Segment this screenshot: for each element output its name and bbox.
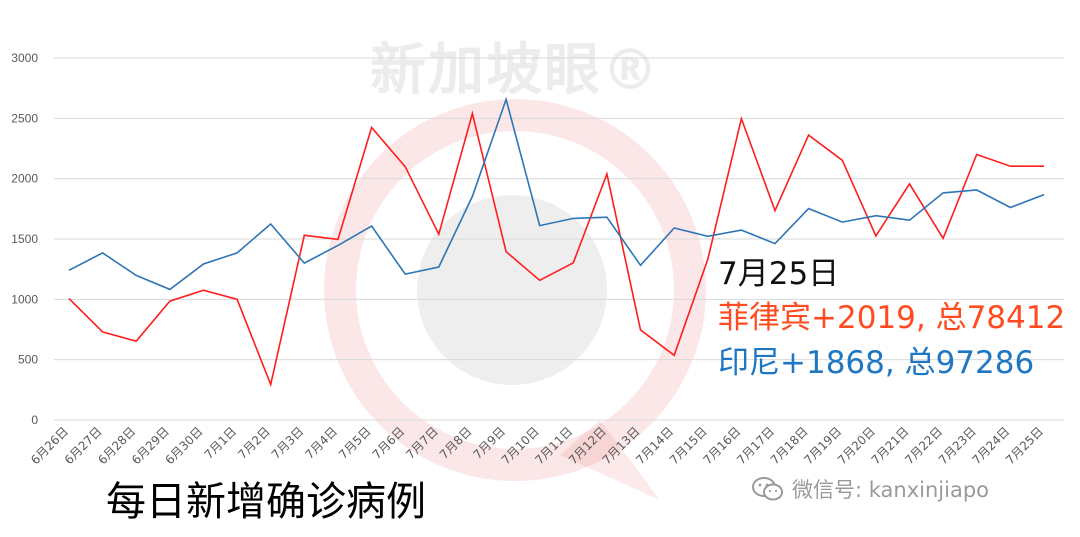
x-tick-label: 6月30日 xyxy=(163,424,206,467)
y-tick-label: 1000 xyxy=(11,292,38,306)
annotation-indonesia: 印尼+1868, 总97286 xyxy=(718,345,1035,381)
chart-title: 每日新增确诊病例 xyxy=(106,479,426,525)
wechat-icon xyxy=(752,477,783,501)
wechat-id-text: 微信号: kanxinjiapo xyxy=(792,478,990,502)
x-tick-label: 7月3日 xyxy=(269,424,307,462)
y-tick-label: 500 xyxy=(18,353,38,367)
watermark-logo-icon xyxy=(324,99,706,500)
y-tick-label: 2000 xyxy=(11,172,38,186)
watermark-text: 新加坡眼® xyxy=(370,38,660,103)
annotation-date: 7月25日 xyxy=(718,256,840,292)
y-tick-label: 0 xyxy=(31,413,38,427)
annotation-philippines: 菲律宾+2019, 总78412 xyxy=(718,300,1066,336)
x-tick-label: 7月1日 xyxy=(202,424,240,462)
y-tick-label: 1500 xyxy=(11,232,38,246)
x-tick-label: 7月2日 xyxy=(235,424,273,462)
x-tick-label: 7月5日 xyxy=(336,424,374,462)
x-tick-label: 7月25日 xyxy=(1003,424,1046,467)
y-tick-label: 3000 xyxy=(11,51,38,65)
x-tick-label: 7月4日 xyxy=(302,424,340,462)
series-line-red xyxy=(68,110,1044,388)
wechat-badge: 微信号: kanxinjiapo xyxy=(752,474,989,504)
y-tick-label: 2500 xyxy=(11,111,38,125)
series-line-blue xyxy=(68,96,1045,291)
